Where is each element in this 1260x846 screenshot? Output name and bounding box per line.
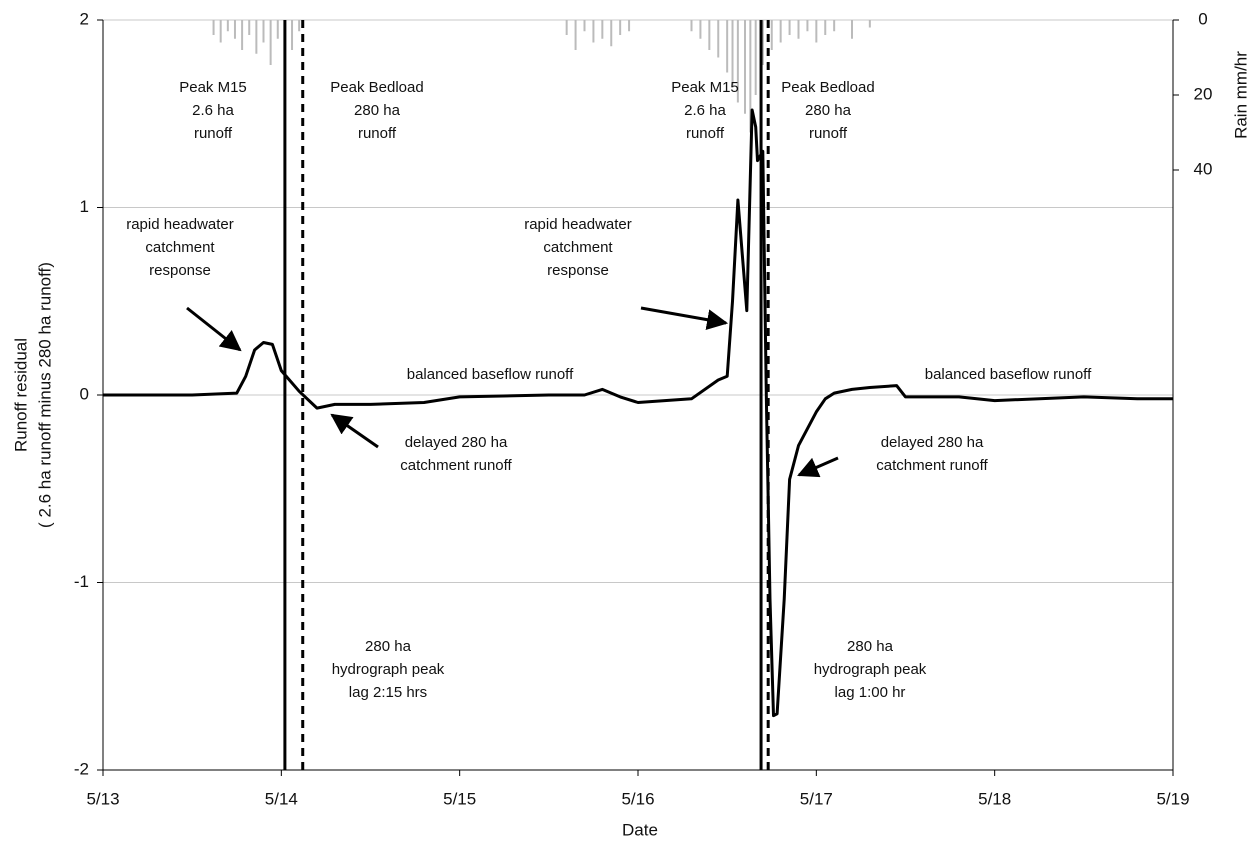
annotation: lag 2:15 hrs [349, 684, 427, 701]
x-tick-label: 5/17 [800, 789, 833, 808]
annotation: 280 ha [847, 638, 894, 655]
rain-bar [226, 20, 229, 32]
y-tick-label: -2 [74, 759, 89, 778]
rain-bar [298, 20, 301, 32]
x-tick-label: 5/19 [1156, 789, 1189, 808]
annotation: balanced baseflow runoff [925, 366, 1092, 383]
rain-bar [770, 20, 773, 50]
annotation: runoff [358, 125, 397, 142]
rain-bar [779, 20, 782, 43]
annotation: catchment [145, 239, 215, 256]
y-tick-label: 2 [80, 9, 89, 28]
y-axis-label: ( 2.6 ha runoff minus 280 ha runoff) [35, 262, 54, 528]
annotation: response [547, 262, 609, 279]
arrow [797, 456, 839, 478]
rain-bar [749, 20, 752, 133]
rain-bar [233, 20, 236, 39]
rain-bar [726, 20, 729, 73]
annotation: catchment runoff [876, 457, 988, 474]
annotation: rapid headwater [524, 216, 632, 233]
rain-bar [583, 20, 586, 32]
rain-bar [628, 20, 631, 32]
y2-tick-label: 0 [1198, 9, 1207, 28]
arrow [186, 306, 242, 352]
x-tick-label: 5/14 [265, 789, 298, 808]
rain-bar [736, 20, 739, 103]
rain-bar [690, 20, 693, 32]
rain-bar [824, 20, 827, 35]
annotation: runoff [809, 125, 848, 142]
annotation: hydrograph peak [814, 661, 927, 678]
rain-bar [761, 20, 764, 65]
rain-bar [868, 20, 871, 28]
annotation: rapid headwater [126, 216, 234, 233]
y-tick-label: 1 [80, 197, 89, 216]
arrow [640, 306, 729, 331]
annotation: response [149, 262, 211, 279]
rain-bar [754, 20, 757, 95]
rain-bar [212, 20, 215, 35]
annotation: delayed 280 ha [881, 434, 984, 451]
y2-tick-label: 20 [1194, 84, 1213, 103]
annotation: lag 1:00 hr [835, 684, 906, 701]
rain-bar [797, 20, 800, 39]
y2-tick-label: 40 [1194, 159, 1213, 178]
annotation: catchment runoff [400, 457, 512, 474]
rain-bar [248, 20, 251, 35]
annotation: Peak M15 [179, 79, 247, 96]
rain-bar [610, 20, 613, 47]
annotation: hydrograph peak [332, 661, 445, 678]
annotation: Peak M15 [671, 79, 739, 96]
x-tick-label: 5/13 [86, 789, 119, 808]
rain-bar [219, 20, 222, 43]
x-tick-label: 5/16 [621, 789, 654, 808]
rain-bar [806, 20, 809, 32]
rain-bar [619, 20, 622, 35]
rain-bar [731, 20, 734, 88]
annotation: runoff [194, 125, 233, 142]
y-axis-label: Runoff residual [11, 338, 30, 452]
rain-bar [592, 20, 595, 43]
rain-bar [851, 20, 853, 39]
annotation: Peak Bedload [781, 79, 874, 96]
rain-bar [255, 20, 258, 54]
annotation: 280 ha [805, 102, 852, 119]
rain-bar [744, 20, 746, 114]
rain-bar [699, 20, 702, 39]
x-tick-label: 5/15 [443, 789, 476, 808]
rain-bar [815, 20, 818, 43]
residual-line [103, 108, 1173, 718]
rain-bar [291, 20, 294, 50]
rain-bar [833, 20, 836, 32]
rain-bar [276, 20, 279, 39]
rain-bar [241, 20, 244, 50]
annotation: runoff [686, 125, 725, 142]
annotation: delayed 280 ha [405, 434, 508, 451]
annotation: catchment [543, 239, 613, 256]
rain-bar [565, 20, 568, 35]
rain-bar [269, 20, 272, 65]
annotation: 280 ha [354, 102, 401, 119]
annotation: Peak Bedload [330, 79, 423, 96]
x-tick-label: 5/18 [978, 789, 1011, 808]
rain-bar [788, 20, 791, 35]
rain-bar [717, 20, 720, 58]
annotation: 2.6 ha [192, 102, 234, 119]
annotation: balanced baseflow runoff [407, 366, 574, 383]
rain-bar [601, 20, 604, 39]
annotation: 2.6 ha [684, 102, 726, 119]
annotation: 280 ha [365, 638, 412, 655]
y2-axis-label: Rain mm/hr [1231, 51, 1250, 139]
y-tick-label: -1 [74, 572, 89, 591]
rain-bar [708, 20, 711, 50]
y-tick-label: 0 [80, 384, 89, 403]
x-axis-label: Date [622, 820, 658, 839]
rain-bar [262, 20, 265, 43]
rain-bar [574, 20, 577, 50]
arrow [330, 413, 379, 449]
